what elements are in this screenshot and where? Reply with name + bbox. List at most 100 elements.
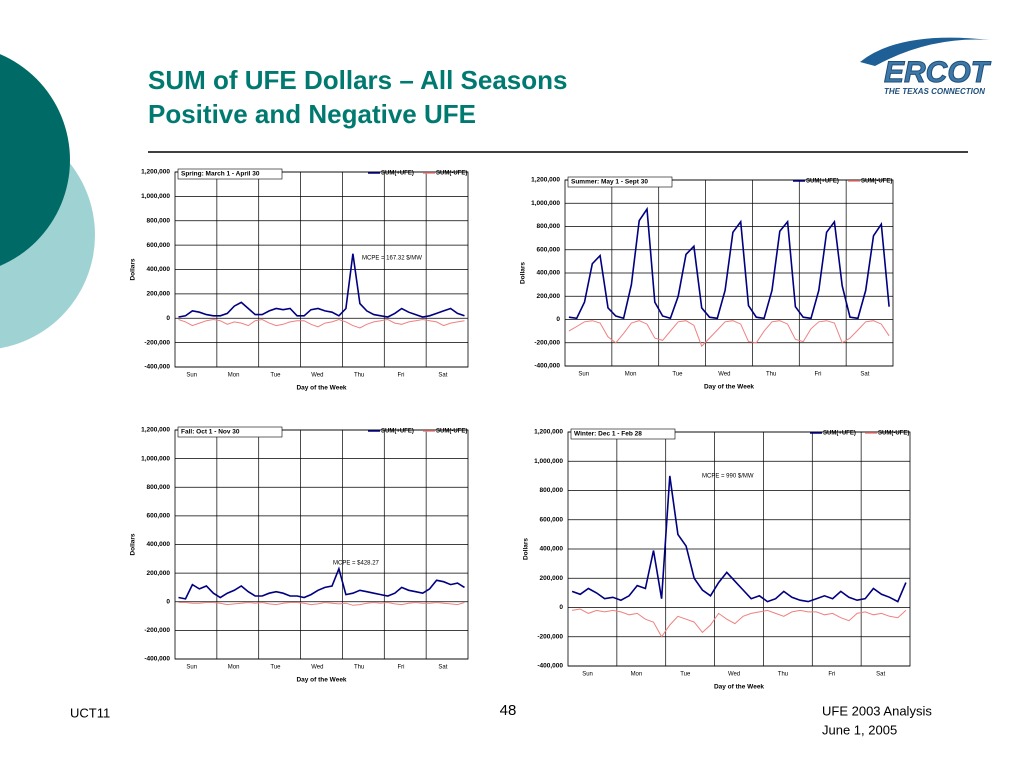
x-tick-label: Mon <box>228 665 240 671</box>
x-tick-label: Fri <box>398 373 405 379</box>
y-tick-label: -200,000 <box>537 633 563 640</box>
y-tick-label: 1,200,000 <box>534 429 563 436</box>
y-tick-label: 600,000 <box>540 516 564 523</box>
footer-left: UCT11 <box>70 705 110 720</box>
x-tick-label: Tue <box>270 665 281 671</box>
y-tick-label: 1,000,000 <box>141 193 170 200</box>
y-axis-label: Dollars <box>130 258 137 280</box>
x-tick-label: Tue <box>672 372 683 378</box>
y-tick-label: 1,000,000 <box>534 458 563 465</box>
x-tick-label: Thu <box>354 665 364 671</box>
legend-label: SUM(-UFE) <box>861 179 892 185</box>
x-tick-label: Sat <box>860 372 869 378</box>
y-tick-label: 800,000 <box>537 223 561 230</box>
logo-text: ERCOT <box>884 56 992 89</box>
chart-title-box <box>570 428 676 440</box>
chart-title-box <box>567 176 673 188</box>
x-axis-label: Day of the Week <box>704 384 754 391</box>
x-tick-label: Sun <box>186 665 197 671</box>
x-tick-label: Mon <box>625 372 637 378</box>
annotation: MCPE = $428.27 <box>333 561 380 567</box>
legend-label: SUM(-UFE) <box>878 431 909 437</box>
annotation: MCPE = 990 $/MW <box>702 474 754 480</box>
x-tick-label: Thu <box>354 373 364 379</box>
y-tick-label: 800,000 <box>147 217 171 224</box>
y-tick-label: 0 <box>556 316 560 323</box>
legend-label: SUM(+UFE) <box>381 171 414 177</box>
y-tick-label: 1,200,000 <box>141 427 170 434</box>
y-tick-label: 200,000 <box>147 291 171 298</box>
y-tick-label: 0 <box>559 604 563 611</box>
x-tick-label: Fri <box>398 665 405 671</box>
footer-right: UFE 2003 Analysis <box>822 703 932 718</box>
x-tick-label: Tue <box>680 672 691 678</box>
legend-label: SUM(+UFE) <box>381 429 414 435</box>
y-tick-label: 800,000 <box>147 484 171 491</box>
y-tick-label: -200,000 <box>534 339 560 346</box>
x-tick-label: Sun <box>186 373 197 379</box>
x-tick-label: Mon <box>228 373 240 379</box>
chart-title: Fall: Oct 1 - Nov 30 <box>181 429 240 436</box>
y-tick-label: 600,000 <box>147 513 171 520</box>
y-tick-label: 200,000 <box>540 575 564 582</box>
x-tick-label: Fri <box>828 672 835 678</box>
y-tick-label: 600,000 <box>147 242 171 249</box>
slide-title: Positive and Negative UFE <box>148 99 476 129</box>
y-tick-label: 0 <box>166 598 170 605</box>
y-tick-label: 600,000 <box>537 246 561 253</box>
footer-right: June 1, 2005 <box>822 722 897 737</box>
y-tick-label: 0 <box>166 315 170 322</box>
x-tick-label: Thu <box>766 372 776 378</box>
y-tick-label: 200,000 <box>147 570 171 577</box>
y-tick-label: 800,000 <box>540 487 564 494</box>
y-axis-label: Dollars <box>520 262 527 284</box>
series-line <box>572 608 907 638</box>
x-tick-label: Sat <box>438 665 447 671</box>
y-tick-label: -400,000 <box>144 364 170 371</box>
chart-title-box <box>177 168 283 180</box>
series-line <box>178 318 465 329</box>
x-tick-label: Sun <box>578 372 589 378</box>
y-tick-label: -400,000 <box>144 656 170 663</box>
y-tick-label: -200,000 <box>144 339 170 346</box>
x-tick-label: Thu <box>778 672 788 678</box>
x-tick-label: Wed <box>718 372 730 378</box>
y-axis-label: Dollars <box>130 533 137 555</box>
series-line <box>178 601 465 606</box>
x-tick-label: Wed <box>311 665 323 671</box>
series-line <box>568 206 890 320</box>
chart-title: Spring: March 1 - April 30 <box>181 171 260 178</box>
chart-title: Summer: May 1 - Sept 30 <box>571 179 648 186</box>
legend-label: SUM(+UFE) <box>806 179 839 185</box>
x-tick-label: Sat <box>876 672 885 678</box>
y-tick-label: 400,000 <box>537 270 561 277</box>
x-axis-label: Day of the Week <box>714 684 764 691</box>
series-line <box>178 253 465 318</box>
x-tick-label: Mon <box>631 672 643 678</box>
y-tick-label: 1,000,000 <box>141 455 170 462</box>
decor-circle-dark <box>0 54 70 266</box>
y-tick-label: 1,200,000 <box>141 169 170 176</box>
x-tick-label: Wed <box>311 373 323 379</box>
page-number: 48 <box>500 702 517 719</box>
annotation: MCPE = 167.32 $/MW <box>362 256 422 262</box>
x-axis-label: Day of the Week <box>296 677 346 684</box>
y-axis-label: Dollars <box>523 538 530 560</box>
y-tick-label: 400,000 <box>540 546 564 553</box>
y-tick-label: 1,200,000 <box>531 177 560 184</box>
y-tick-label: -400,000 <box>537 663 563 670</box>
legend-label: SUM(+UFE) <box>823 431 856 437</box>
x-tick-label: Wed <box>728 672 740 678</box>
y-tick-label: 1,000,000 <box>531 200 560 207</box>
chart-title: Winter: Dec 1 - Feb 28 <box>574 431 642 438</box>
y-tick-label: 400,000 <box>147 541 171 548</box>
y-tick-label: -200,000 <box>144 627 170 634</box>
y-tick-label: 400,000 <box>147 266 171 273</box>
x-axis-label: Day of the Week <box>296 385 346 392</box>
legend-label: SUM(-UFE) <box>436 429 467 435</box>
x-tick-label: Tue <box>270 373 281 379</box>
x-tick-label: Sun <box>582 672 593 678</box>
series-line <box>178 566 465 600</box>
